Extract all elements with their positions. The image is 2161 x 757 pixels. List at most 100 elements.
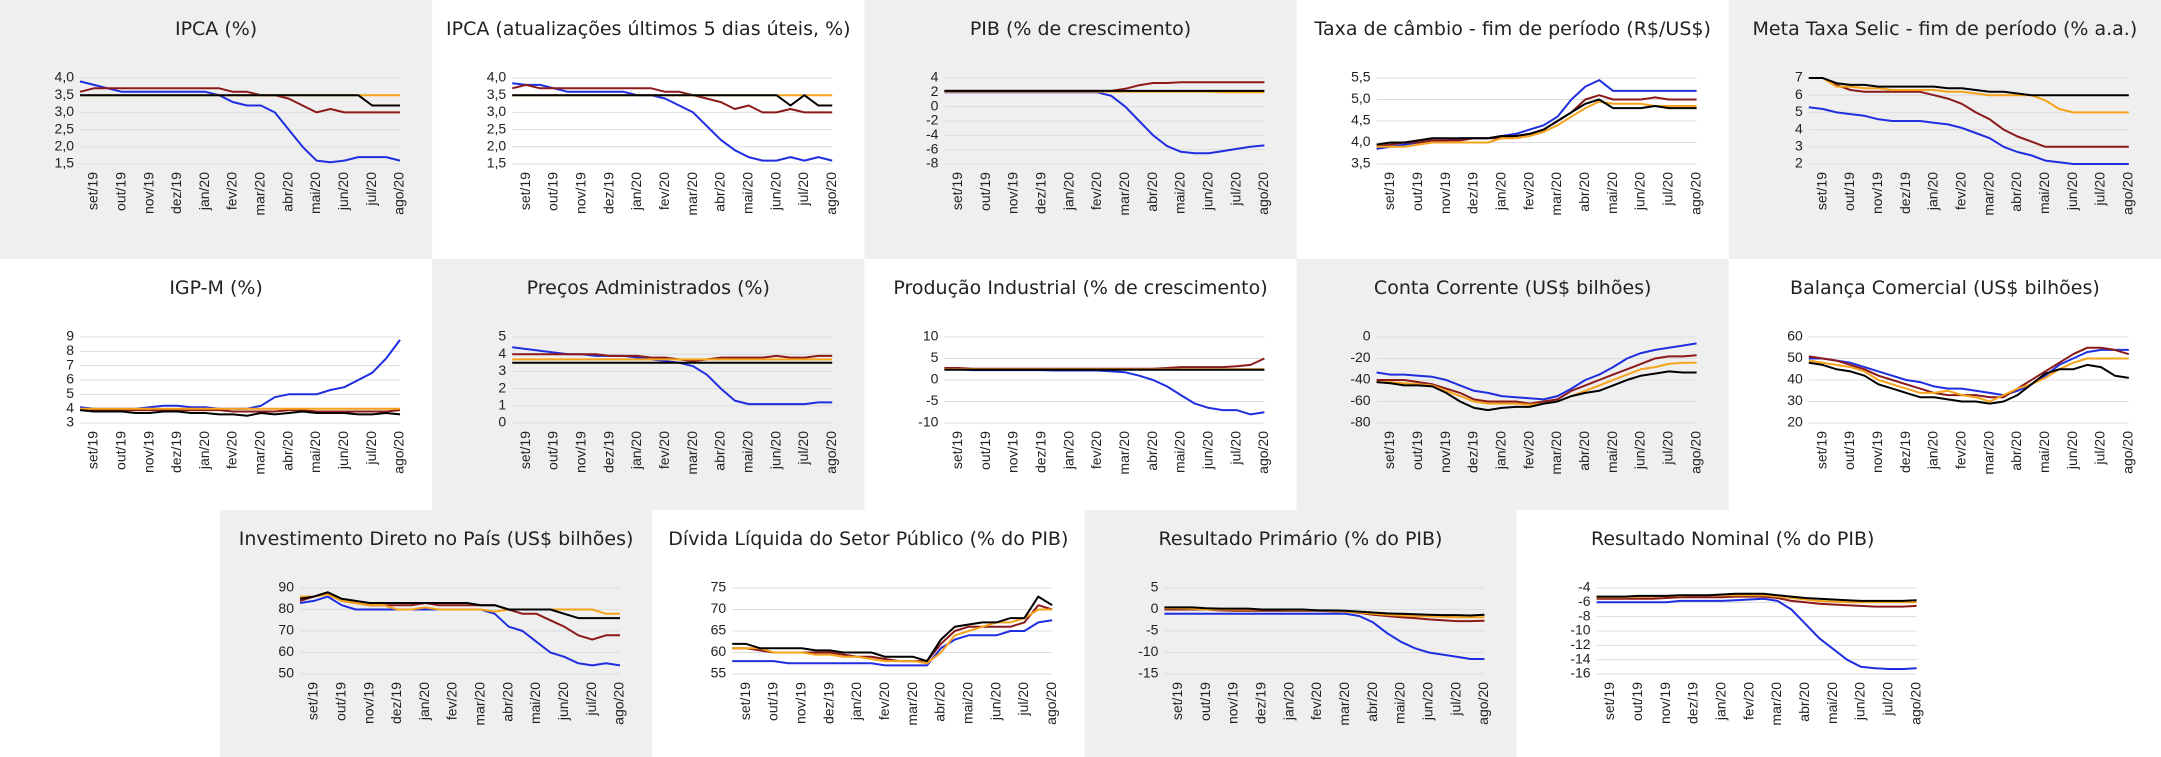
y-tick-label: -10 <box>1570 622 1590 638</box>
series-line <box>1376 98 1697 146</box>
y-tick-label: 2 <box>931 83 939 99</box>
y-tick-label: 2,0 <box>487 138 507 154</box>
x-tick-label: dez/19 <box>1032 172 1048 214</box>
x-tick-label: out/19 <box>1629 682 1645 721</box>
x-tick-label: jul/20 <box>1447 682 1463 717</box>
x-tick-label: mai/20 <box>1172 431 1188 473</box>
y-tick-label: 75 <box>711 579 727 595</box>
x-tick-label: mar/20 <box>684 172 700 216</box>
x-tick-label: mar/20 <box>1980 172 1996 216</box>
y-tick-label: -14 <box>1570 650 1590 666</box>
x-tick-label: set/19 <box>305 682 321 720</box>
series-line <box>512 94 833 107</box>
chart-title: Resultado Primário (% do PIB) <box>1159 528 1443 550</box>
x-tick-label: fev/20 <box>1520 431 1536 469</box>
x-tick-label: abr/20 <box>279 172 295 212</box>
panel-background <box>1296 259 1729 510</box>
y-tick-label: 9 <box>66 328 74 344</box>
x-tick-label: set/19 <box>1813 431 1829 469</box>
x-tick-label: abr/20 <box>2008 431 2024 471</box>
y-tick-label: 4 <box>931 69 939 85</box>
x-tick-label: ago/20 <box>1687 431 1703 474</box>
x-tick-label: jan/20 <box>196 431 212 470</box>
x-tick-label: nov/19 <box>1657 682 1673 724</box>
x-tick-label: jul/20 <box>1015 682 1031 717</box>
x-tick-label: mai/20 <box>1604 431 1620 473</box>
y-tick-label: 50 <box>1787 349 1803 365</box>
x-tick-label: set/19 <box>1381 172 1397 210</box>
x-tick-label: set/19 <box>1601 682 1617 720</box>
y-tick-label: 4 <box>66 399 74 415</box>
x-tick-label: fev/20 <box>1520 172 1536 210</box>
y-tick-label: 5 <box>498 328 506 344</box>
series-line <box>79 407 401 413</box>
series-line <box>732 595 1053 663</box>
x-tick-label: out/19 <box>1841 172 1857 211</box>
chart-title: Taxa de câmbio - fim de período (R$/US$) <box>1314 18 1711 40</box>
y-tick-label: 70 <box>711 600 727 616</box>
y-tick-label: 2 <box>498 379 506 395</box>
x-tick-label: jun/20 <box>335 431 351 470</box>
x-tick-label: nov/19 <box>1869 172 1885 214</box>
y-tick-label: 0 <box>1363 328 1371 344</box>
x-tick-label: ago/20 <box>1255 172 1271 215</box>
x-tick-label: nov/19 <box>1869 431 1885 473</box>
y-tick-label: 30 <box>1787 392 1803 408</box>
x-tick-label: abr/20 <box>499 682 515 722</box>
panel-background <box>220 510 653 757</box>
x-tick-label: mai/20 <box>959 682 975 724</box>
x-tick-label: set/19 <box>1381 431 1397 469</box>
y-tick-label: -8 <box>926 155 939 171</box>
y-tick-label: 2,0 <box>55 138 75 154</box>
y-tick-label: -4 <box>1578 579 1591 595</box>
x-tick-label: mai/20 <box>739 172 755 214</box>
x-tick-label: ago/20 <box>1687 172 1703 215</box>
series-line <box>1808 77 2129 114</box>
y-tick-label: 6 <box>66 371 74 387</box>
x-tick-label: mai/20 <box>1824 682 1840 724</box>
series-line <box>1808 357 2129 403</box>
x-tick-label: jan/20 <box>848 682 864 721</box>
chart-title: Resultado Nominal (% do PIB) <box>1591 528 1874 550</box>
x-tick-label: fev/20 <box>656 172 672 210</box>
chart-title: Balança Comercial (US$ bilhões) <box>1790 277 2100 299</box>
x-tick-label: fev/20 <box>1088 431 1104 469</box>
x-tick-label: jul/20 <box>363 172 379 207</box>
series-line <box>1808 348 2129 397</box>
series-line <box>79 87 400 114</box>
x-tick-label: nov/19 <box>140 172 156 214</box>
series-line <box>79 80 401 164</box>
series-line <box>79 339 401 410</box>
x-tick-label: ago/20 <box>1043 682 1059 725</box>
series-line <box>1596 597 1917 670</box>
y-tick-label: 80 <box>278 600 294 616</box>
x-tick-label: ago/20 <box>1475 682 1491 725</box>
y-tick-label: 2 <box>1795 155 1803 171</box>
chart-title: Investimento Direto no País (US$ bilhões… <box>239 528 634 550</box>
y-tick-label: -80 <box>1350 414 1370 430</box>
y-tick-label: 5 <box>1151 579 1159 595</box>
x-tick-label: jun/20 <box>1632 431 1648 470</box>
y-tick-label: -6 <box>926 140 939 156</box>
x-tick-label: fev/20 <box>1953 431 1969 469</box>
panel-background <box>1084 510 1517 757</box>
series-line <box>944 357 1265 370</box>
chart-title: Preços Administrados (%) <box>527 277 770 299</box>
x-tick-label: mar/20 <box>1116 172 1132 216</box>
x-tick-label: dez/19 <box>388 682 404 724</box>
y-tick-label: -40 <box>1350 371 1370 387</box>
x-tick-label: fev/20 <box>1953 172 1969 210</box>
x-tick-label: fev/20 <box>1308 682 1324 720</box>
y-tick-label: 10 <box>923 328 939 344</box>
y-tick-label: -15 <box>1138 665 1158 681</box>
y-tick-label: 0 <box>498 414 506 430</box>
y-tick-label: 40 <box>1787 371 1803 387</box>
x-tick-label: mai/20 <box>307 172 323 214</box>
x-tick-label: ago/20 <box>391 431 407 474</box>
y-tick-label: -12 <box>1570 636 1590 652</box>
x-tick-label: nov/19 <box>1225 682 1241 724</box>
x-tick-label: mai/20 <box>739 431 755 473</box>
x-tick-label: abr/20 <box>1796 682 1812 722</box>
x-tick-label: nov/19 <box>572 431 588 473</box>
